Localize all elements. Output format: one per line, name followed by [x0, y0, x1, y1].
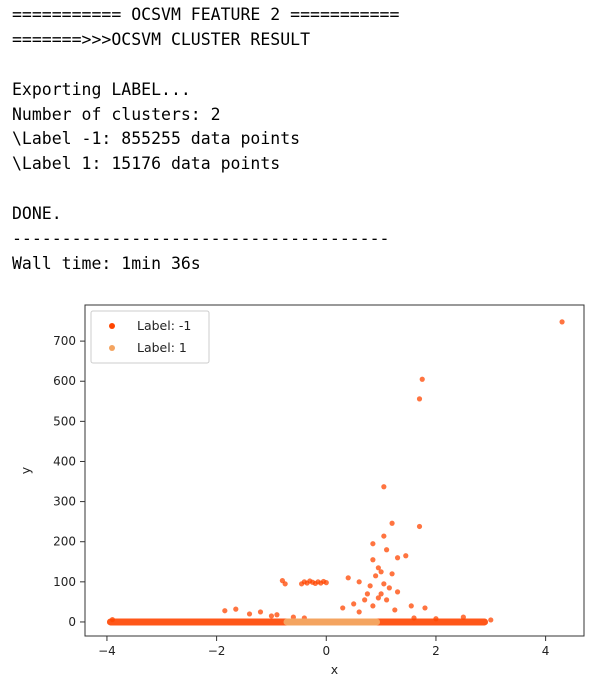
data-point — [433, 616, 439, 622]
data-point — [375, 565, 381, 571]
data-point — [559, 319, 565, 325]
data-point — [282, 581, 288, 587]
data-point — [362, 597, 368, 603]
console-line: -------------------------------------- — [12, 229, 390, 249]
console-line: \Label -1: 855255 data points — [12, 129, 301, 149]
data-point — [394, 589, 401, 595]
y-axis-label: y — [18, 466, 33, 474]
data-point — [422, 605, 428, 611]
data-point — [389, 520, 395, 526]
data-point — [323, 580, 329, 586]
data-point — [416, 523, 423, 530]
x-tick-label: −2 — [208, 644, 226, 658]
legend-marker-label-1 — [109, 345, 115, 351]
console-line: =======>>>OCSVM CLUSTER RESULT — [12, 29, 311, 49]
data-point — [257, 609, 264, 615]
data-point — [392, 607, 398, 613]
y-tick-label: 400 — [53, 454, 76, 468]
data-point — [268, 613, 275, 619]
console-line: Number of clusters: 2 — [12, 104, 221, 124]
data-point — [394, 555, 401, 561]
legend: Label: -1 Label: 1 — [90, 310, 210, 364]
y-tick-label: 600 — [53, 374, 76, 388]
console-line: Exporting LABEL... — [12, 79, 191, 99]
data-point — [109, 616, 116, 623]
console-output: =========== OCSVM FEATURE 2 =========== =… — [12, 3, 399, 277]
data-point — [411, 615, 417, 621]
data-point — [290, 614, 296, 620]
legend-entry-label-1: Label: 1 — [137, 340, 187, 355]
data-point — [383, 547, 390, 553]
data-point — [460, 614, 466, 620]
y-tick-label: 700 — [53, 334, 76, 348]
data-point — [373, 573, 379, 579]
x-tick-label: 4 — [542, 644, 550, 658]
data-point — [364, 591, 371, 597]
y-tick-label: 300 — [53, 495, 76, 509]
console-line: \Label 1: 15176 data points — [12, 154, 281, 174]
data-point — [381, 484, 387, 490]
console-line: DONE. — [12, 204, 62, 224]
data-point — [345, 575, 351, 581]
data-point — [356, 579, 362, 585]
series-2 — [283, 618, 381, 626]
plot-frame — [84, 304, 585, 637]
console-line: Wall time: 1min 36s — [12, 253, 201, 273]
data-point — [370, 541, 376, 547]
data-point — [378, 591, 384, 597]
data-point — [389, 571, 395, 577]
data-point — [488, 617, 494, 623]
data-point — [419, 376, 425, 382]
y-tick-label: 500 — [53, 414, 76, 428]
data-point — [367, 583, 373, 589]
x-axis-label: x — [331, 662, 338, 677]
data-point — [370, 603, 376, 609]
x-tick-label: 2 — [432, 644, 440, 658]
data-point — [416, 396, 423, 402]
data-point — [351, 601, 357, 607]
data-point — [383, 597, 390, 603]
data-point — [403, 553, 409, 559]
data-point — [381, 581, 387, 587]
data-point — [233, 606, 239, 612]
data-point — [378, 569, 384, 575]
y-tick-label: 200 — [53, 535, 76, 549]
points-layer — [106, 319, 565, 626]
data-point — [356, 609, 362, 615]
legend-box — [90, 310, 210, 364]
data-point — [408, 603, 414, 609]
data-point — [381, 533, 387, 539]
legend-marker-label-minus-1 — [109, 323, 115, 329]
console-line: =========== OCSVM FEATURE 2 =========== — [12, 5, 400, 24]
data-point — [222, 608, 228, 614]
data-point — [375, 595, 381, 601]
x-tick-label: −4 — [98, 644, 116, 658]
series-1 — [106, 319, 565, 626]
legend-entry-label-minus-1: Label: -1 — [137, 318, 191, 333]
data-point — [340, 605, 346, 611]
dense-band — [283, 618, 381, 626]
data-point — [370, 557, 376, 563]
x-tick-label: 0 — [322, 644, 330, 658]
ticks-layer: −4 −2 0 2 4 0 100 200 300 400 500 600 700 — [53, 334, 549, 658]
y-tick-label: 100 — [53, 575, 76, 589]
y-tick-label: 0 — [68, 615, 76, 629]
data-point — [246, 611, 253, 617]
data-point — [386, 585, 392, 591]
data-point — [274, 612, 280, 618]
